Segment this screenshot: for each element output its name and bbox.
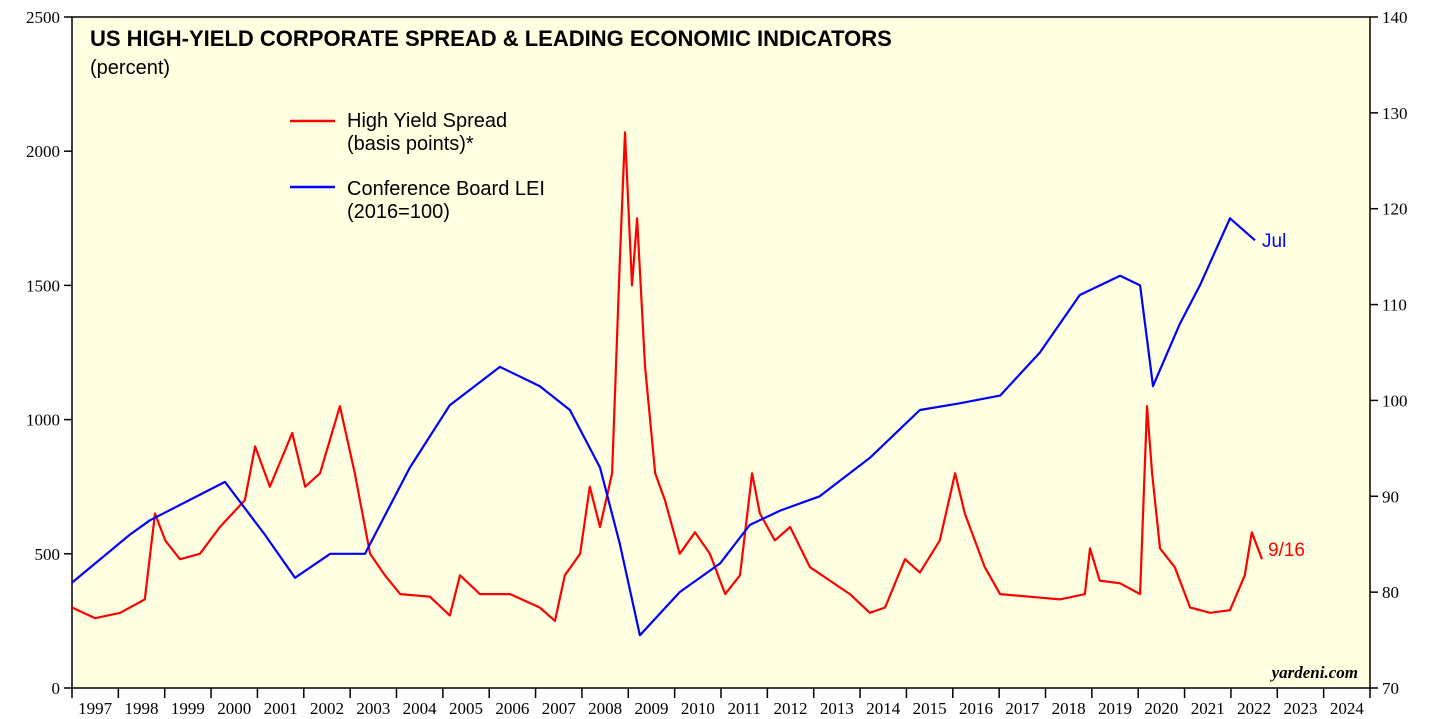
y2-tick-label: 110	[1382, 296, 1407, 315]
x-tick-label: 2011	[727, 699, 760, 718]
x-tick-label: 1999	[171, 699, 205, 718]
x-tick-label: 2006	[495, 699, 529, 718]
x-tick-label: 2017	[1005, 699, 1040, 718]
x-tick-label: 2015	[913, 699, 947, 718]
x-tick-label: 2001	[264, 699, 298, 718]
y-tick-label: 2000	[26, 142, 60, 161]
annotation: Jul	[1262, 231, 1286, 252]
x-tick-label: 1997	[78, 699, 113, 718]
x-tick-label: 2014	[866, 699, 901, 718]
watermark: yardeni.com	[1270, 663, 1358, 682]
chart-title: US HIGH-YIELD CORPORATE SPREAD & LEADING…	[90, 26, 892, 51]
legend-label: High Yield Spread (basis points)*	[347, 110, 508, 155]
series-line	[71, 131, 1264, 622]
annotation: 9/16	[1268, 540, 1305, 561]
x-tick-label: 2007	[542, 699, 577, 718]
x-tick-label: 1998	[125, 699, 159, 718]
chart-subtitle: (percent)	[90, 57, 170, 79]
y-tick-label: 1000	[26, 411, 60, 430]
x-tick-label: 2008	[588, 699, 622, 718]
y2-tick-label: 90	[1382, 487, 1399, 506]
y2-tick-label: 100	[1382, 391, 1408, 410]
x-tick-label: 2004	[403, 699, 438, 718]
x-tick-label: 2022	[1237, 699, 1271, 718]
y2-tick-label: 130	[1382, 104, 1408, 123]
plot-background	[72, 17, 1370, 688]
x-tick-label: 2020	[1144, 699, 1178, 718]
legend-label: Conference Board LEI (2016=100)	[347, 178, 545, 223]
y-tick-label: 0	[52, 679, 61, 698]
x-tick-label: 2018	[1052, 699, 1086, 718]
plot-frame	[71, 16, 1371, 689]
x-tick-label: 2013	[820, 699, 854, 718]
y2-tick-label: 140	[1382, 8, 1408, 27]
x-tick-label: 2000	[217, 699, 251, 718]
y-tick-label: 500	[35, 545, 61, 564]
x-tick-label: 2003	[356, 699, 390, 718]
x-tick-label: 2005	[449, 699, 483, 718]
y-tick-label: 2500	[26, 8, 60, 27]
x-tick-label: 2023	[1283, 699, 1317, 718]
x-tick-label: 2009	[634, 699, 668, 718]
x-tick-label: 2024	[1330, 699, 1365, 718]
x-tick-label: 2019	[1098, 699, 1132, 718]
x-tick-label: 2002	[310, 699, 344, 718]
y-tick-label: 1500	[26, 276, 60, 295]
y2-tick-label: 70	[1382, 679, 1399, 698]
y2-tick-label: 80	[1382, 583, 1399, 602]
x-tick-label: 2016	[959, 699, 993, 718]
x-tick-label: 2012	[774, 699, 808, 718]
series-line	[71, 217, 1256, 637]
x-tick-label: 2021	[1191, 699, 1225, 718]
x-tick-label: 2010	[681, 699, 715, 718]
y2-tick-label: 120	[1382, 200, 1408, 219]
